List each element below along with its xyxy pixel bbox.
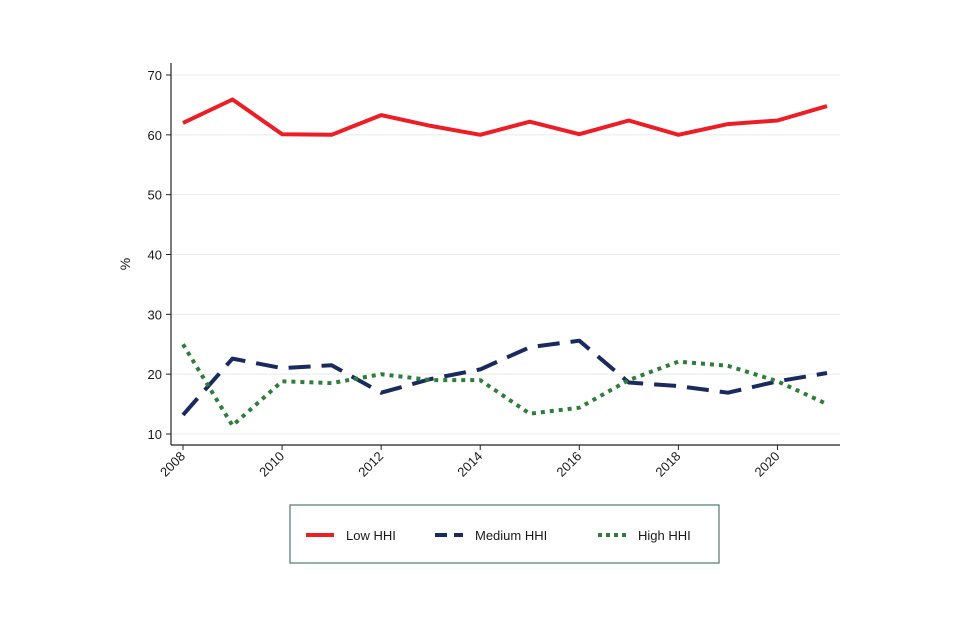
series-line-high-hhi	[181, 343, 828, 428]
x-tick-label-2018: 2018	[652, 449, 683, 480]
legend-label-high-hhi: High HHI	[638, 528, 691, 543]
series-line-low-hhi	[182, 97, 828, 137]
y-tick-label-40: 40	[148, 248, 162, 263]
y-tick-label-50: 50	[148, 188, 162, 203]
legend-label-medium-hhi: Medium HHI	[475, 528, 547, 543]
x-tick-label-2016: 2016	[553, 449, 584, 480]
series	[181, 97, 828, 428]
y-tick-label-10: 10	[148, 427, 162, 442]
y-axis-title: %	[117, 258, 133, 270]
y-tick-label-70: 70	[148, 68, 162, 83]
x-tick-label-2020: 2020	[752, 449, 783, 480]
y-tick-label-20: 20	[148, 367, 162, 382]
y-tick-label-60: 60	[148, 128, 162, 143]
x-tick-label-2008: 2008	[157, 449, 188, 480]
y-ticks: 10 20 30 40 50 60 70	[148, 68, 171, 442]
x-tick-label-2014: 2014	[454, 449, 485, 480]
legend: Low HHI Medium HHI High HHI	[289, 504, 720, 564]
legend-box	[289, 504, 720, 564]
y-tick-label-30: 30	[148, 307, 162, 322]
legend-label-low-hhi: Low HHI	[346, 528, 396, 543]
x-ticks: 2008 2010 2012 2014 2016 2018 2020	[157, 445, 783, 480]
x-tick-label-2012: 2012	[355, 449, 386, 480]
x-tick-label-2010: 2010	[256, 449, 287, 480]
series-line-medium-hhi	[181, 338, 828, 417]
